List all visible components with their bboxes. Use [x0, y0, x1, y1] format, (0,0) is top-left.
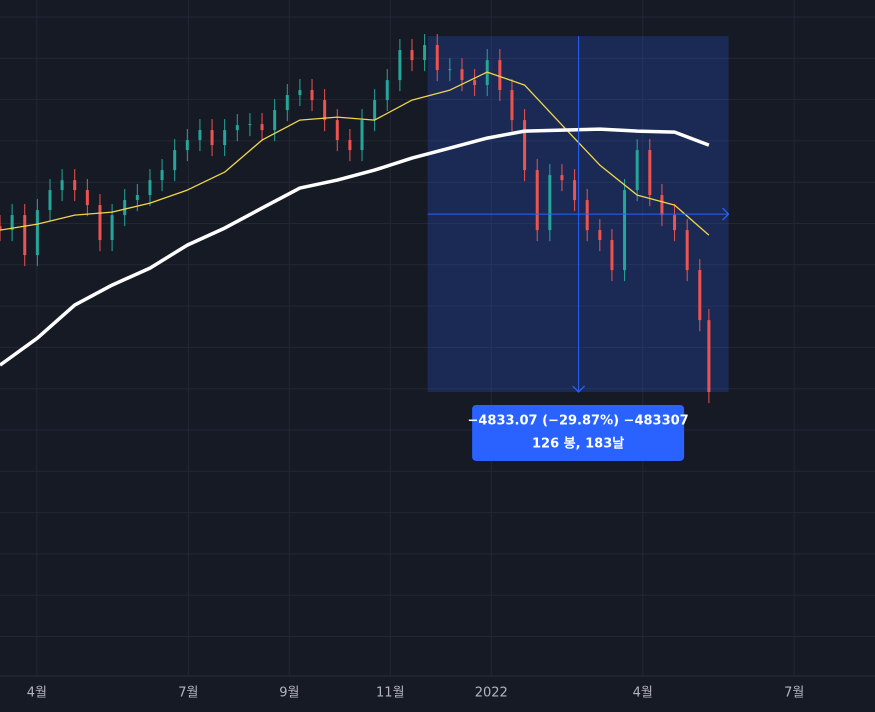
candle-body: [598, 230, 602, 241]
x-tick-label: 9월: [279, 686, 299, 701]
candle-body: [335, 120, 339, 141]
candle-body: [523, 120, 527, 171]
candle-body: [323, 100, 327, 121]
candle-body: [110, 215, 114, 241]
candle-body: [148, 180, 152, 196]
candle-body: [298, 90, 302, 96]
candle-body: [373, 100, 377, 121]
candle-body: [435, 45, 439, 71]
candle-body: [173, 150, 177, 171]
candle-body: [448, 69, 452, 71]
candle-body: [285, 95, 289, 111]
candle-body: [210, 130, 214, 146]
candle-body: [685, 230, 689, 271]
candle-body: [60, 180, 64, 191]
candle-body: [398, 50, 402, 81]
candle-body: [248, 124, 252, 126]
candle-body: [73, 180, 77, 191]
x-tick-label: 7월: [178, 686, 198, 701]
measure-label-text: −4833.07 (−29.87%) −483307: [467, 413, 688, 428]
candle-body: [160, 170, 164, 181]
moving-average-line: [0, 71, 710, 236]
measure-label-text: 126 봉, 183날: [532, 436, 624, 451]
x-tick-label: 2022: [475, 686, 508, 701]
candle-body: [360, 120, 364, 151]
candle-body: [698, 270, 702, 321]
arrow-down: [572, 385, 586, 393]
candle-body: [85, 190, 89, 206]
x-tick-label: 11월: [376, 686, 405, 701]
candle-body: [10, 215, 14, 231]
candle-body: [273, 110, 277, 131]
candle-body: [35, 210, 39, 256]
candle-body: [707, 320, 711, 392]
candle-body: [98, 205, 102, 241]
arrow-right: [722, 207, 730, 221]
candle-body: [135, 195, 139, 201]
candle-body: [123, 200, 127, 216]
candle-body: [310, 90, 314, 101]
candle-body: [48, 190, 52, 211]
candle-body: [585, 200, 589, 231]
candle-body: [560, 175, 564, 181]
candle-body: [185, 140, 189, 151]
candle-body: [410, 50, 414, 61]
candle-body: [573, 180, 577, 201]
x-tick-label: 4월: [27, 686, 47, 701]
candle-body: [548, 175, 552, 231]
candle-body: [198, 130, 202, 141]
candle-body: [648, 150, 652, 196]
candle-body: [610, 240, 614, 271]
x-tick-label: 4월: [633, 686, 653, 701]
candle-body: [223, 130, 227, 146]
candle-body: [623, 190, 627, 271]
moving-average-line: [0, 127, 710, 367]
x-tick-label: 7월: [784, 686, 804, 701]
candle-body: [535, 170, 539, 231]
candle-body: [260, 124, 264, 131]
candle-body: [498, 60, 502, 91]
measure-label-box: [472, 404, 685, 461]
candle-body: [348, 140, 352, 151]
candle-body: [673, 215, 677, 231]
candle-body: [460, 69, 464, 81]
candle-body: [510, 90, 514, 121]
candle-body: [473, 80, 477, 86]
candle-body: [423, 45, 427, 61]
candle-body: [660, 195, 664, 216]
candle-body: [385, 80, 389, 101]
candle-body: [0, 226, 2, 231]
candle-body: [635, 150, 639, 191]
candle-body: [23, 215, 27, 256]
candle-body: [235, 125, 239, 131]
